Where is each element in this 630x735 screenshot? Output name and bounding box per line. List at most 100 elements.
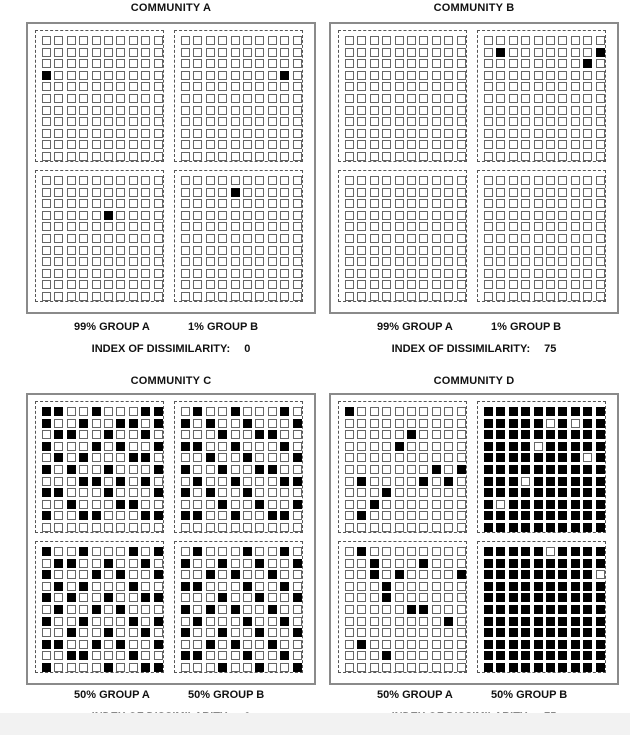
household-group-a bbox=[406, 268, 416, 278]
household-group-a bbox=[230, 547, 240, 556]
household-group-a bbox=[419, 199, 429, 209]
household-group-b bbox=[66, 628, 76, 638]
household-group-b bbox=[153, 418, 163, 428]
household-group-a bbox=[570, 140, 580, 150]
household-group-b bbox=[496, 616, 506, 626]
household-group-a bbox=[345, 558, 354, 568]
household-group-a bbox=[496, 176, 506, 185]
household-group-a bbox=[508, 187, 518, 197]
household-group-b bbox=[533, 651, 543, 661]
household-group-a bbox=[357, 464, 367, 474]
household-group-a bbox=[406, 453, 416, 463]
household-group-a bbox=[255, 47, 265, 57]
household-group-a bbox=[103, 570, 113, 580]
household-group-a bbox=[431, 511, 441, 521]
household-group-a bbox=[583, 47, 593, 57]
household-group-a bbox=[280, 430, 290, 440]
household-group-b bbox=[484, 453, 493, 463]
household-group-a bbox=[91, 453, 101, 463]
household-group-a bbox=[406, 245, 416, 255]
household-group-b bbox=[116, 476, 126, 486]
household-group-b bbox=[153, 570, 163, 580]
household-group-a bbox=[128, 291, 138, 301]
household-group-a bbox=[230, 210, 240, 220]
household-group-a bbox=[128, 176, 138, 185]
household-group-a bbox=[292, 268, 302, 278]
household-group-b bbox=[394, 441, 404, 451]
household-group-a bbox=[545, 70, 555, 80]
household-group-b bbox=[116, 441, 126, 451]
household-group-a bbox=[116, 291, 126, 301]
household-group-a bbox=[357, 280, 367, 290]
household-group-a bbox=[419, 570, 429, 580]
household-group-a bbox=[406, 651, 416, 661]
household-group-a bbox=[558, 222, 568, 232]
household-group-a bbox=[193, 488, 203, 498]
household-group-a bbox=[91, 117, 101, 127]
household-group-a bbox=[357, 628, 367, 638]
household-group-a bbox=[66, 639, 76, 649]
household-group-b bbox=[545, 476, 555, 486]
household-group-a bbox=[255, 522, 265, 532]
household-group-b bbox=[545, 511, 555, 521]
household-group-a bbox=[205, 199, 215, 209]
household-group-a bbox=[205, 522, 215, 532]
household-group-a bbox=[79, 257, 89, 267]
household-group-a bbox=[79, 499, 89, 509]
household-group-a bbox=[181, 128, 190, 138]
household-group-a bbox=[583, 187, 593, 197]
household-group-b bbox=[545, 604, 555, 614]
household-group-a bbox=[218, 616, 228, 626]
household-group-a bbox=[369, 581, 379, 591]
household-group-a bbox=[141, 604, 151, 614]
household-group-a bbox=[394, 581, 404, 591]
household-group-a bbox=[267, 291, 277, 301]
household-group-a bbox=[181, 105, 190, 115]
community-a-quadrant bbox=[35, 170, 164, 302]
household-group-a bbox=[570, 268, 580, 278]
household-group-b bbox=[79, 547, 89, 556]
household-group-b bbox=[103, 430, 113, 440]
household-group-b bbox=[558, 628, 568, 638]
household-group-a bbox=[521, 476, 531, 486]
household-group-a bbox=[141, 651, 151, 661]
household-group-a bbox=[444, 187, 454, 197]
household-group-a bbox=[345, 187, 354, 197]
household-group-a bbox=[66, 570, 76, 580]
household-group-a bbox=[128, 407, 138, 416]
household-group-a bbox=[545, 140, 555, 150]
household-group-b bbox=[496, 570, 506, 580]
household-group-a bbox=[267, 616, 277, 626]
household-group-b bbox=[558, 581, 568, 591]
household-group-a bbox=[292, 176, 302, 185]
household-group-a bbox=[218, 199, 228, 209]
household-group-a bbox=[255, 245, 265, 255]
household-group-a bbox=[128, 187, 138, 197]
household-group-a bbox=[419, 222, 429, 232]
household-group-a bbox=[66, 117, 76, 127]
household-group-a bbox=[444, 499, 454, 509]
household-group-b bbox=[79, 476, 89, 486]
household-group-b bbox=[79, 616, 89, 626]
household-group-a bbox=[141, 36, 151, 45]
household-group-a bbox=[280, 662, 290, 672]
household-group-a bbox=[141, 151, 151, 161]
household-group-a bbox=[116, 93, 126, 103]
household-group-a bbox=[242, 628, 252, 638]
household-group-a bbox=[205, 128, 215, 138]
household-group-a bbox=[181, 407, 190, 416]
household-group-a bbox=[369, 418, 379, 428]
household-group-a bbox=[193, 453, 203, 463]
household-group-a bbox=[545, 257, 555, 267]
household-group-b bbox=[545, 441, 555, 451]
household-group-b bbox=[205, 639, 215, 649]
household-group-a bbox=[595, 187, 605, 197]
household-group-a bbox=[230, 245, 240, 255]
household-group-b bbox=[583, 441, 593, 451]
household-group-a bbox=[242, 105, 252, 115]
household-group-b bbox=[508, 651, 518, 661]
household-group-a bbox=[153, 499, 163, 509]
household-group-a bbox=[345, 280, 354, 290]
household-group-a bbox=[103, 280, 113, 290]
household-group-a bbox=[193, 128, 203, 138]
